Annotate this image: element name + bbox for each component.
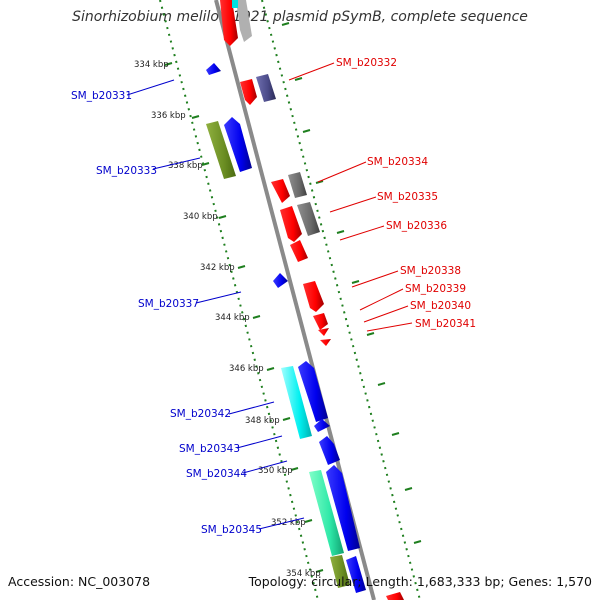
gene-feature[interactable]: [330, 555, 350, 588]
gene-label[interactable]: SM_b20335: [377, 191, 438, 203]
gene-SM_b20343[interactable]: [314, 419, 330, 432]
gene-SM_b20342-a[interactable]: [281, 366, 312, 439]
gene-SM_b20337[interactable]: [273, 273, 288, 288]
gene-SM_b20341[interactable]: [320, 339, 331, 346]
gene-SM_b20334-b[interactable]: [288, 172, 307, 198]
kbp-label: 338 kbp: [168, 161, 203, 171]
gene-label[interactable]: SM_b20338: [400, 265, 461, 277]
gene-label[interactable]: SM_b20341: [415, 318, 476, 330]
kbp-label: 340 kbp: [183, 212, 218, 222]
gene-label[interactable]: SM_b20344: [186, 468, 247, 480]
kbp-label: 354 kbp: [286, 569, 321, 579]
kbp-label: 346 kbp: [229, 364, 264, 374]
gene-label[interactable]: SM_b20345: [201, 524, 262, 536]
kbp-label: 344 kbp: [215, 313, 250, 323]
gene-SM_b20342-b[interactable]: [298, 361, 328, 422]
gene-SM_b20340[interactable]: [318, 328, 329, 336]
kbp-label: 352 kbp: [271, 518, 306, 528]
accession-text: Accession: NC_003078: [8, 574, 151, 589]
gene-SM_b20335[interactable]: [297, 202, 320, 236]
summary-text: Topology: circular; Length: 1,683,333 bp…: [248, 574, 592, 589]
gene-label[interactable]: SM_b20336: [386, 220, 447, 232]
gene-label[interactable]: SM_b20343: [179, 443, 240, 455]
gene-SM_b20339[interactable]: [313, 313, 328, 330]
forward-gene-labels: SM_b20332 SM_b20334 SM_b20335 SM_b20336 …: [336, 57, 476, 330]
kbp-label: 348 kbp: [245, 416, 280, 426]
gene-SM_b20332-a[interactable]: [240, 79, 257, 105]
gene-feature[interactable]: [232, 0, 238, 8]
gene-SM_b20333-a[interactable]: [206, 121, 236, 179]
gene-label[interactable]: SM_b20334: [367, 156, 428, 168]
gene-label[interactable]: SM_b20339: [405, 283, 466, 295]
gene-SM_b20338[interactable]: [303, 281, 324, 312]
gene-SM_b20336[interactable]: [280, 206, 302, 242]
gene-SM_b20333-b[interactable]: [224, 117, 252, 172]
reverse-gene-labels: SM_b20331 SM_b20333 SM_b20337 SM_b20342 …: [71, 90, 262, 536]
inner-ticks: [164, 62, 324, 573]
kbp-label: 342 kbp: [200, 263, 235, 273]
gene-label[interactable]: SM_b20337: [138, 298, 199, 310]
gene-label[interactable]: SM_b20342: [170, 408, 231, 420]
gene-SM_b20345-b[interactable]: [326, 465, 360, 551]
gene-SM_b20334-a[interactable]: [271, 179, 290, 203]
gene-label[interactable]: SM_b20331: [71, 90, 132, 102]
kbp-labels: 334 kbp 336 kbp 338 kbp 340 kbp 342 kbp …: [134, 60, 321, 579]
kbp-label: 350 kbp: [258, 466, 293, 476]
kbp-label: 334 kbp: [134, 60, 169, 70]
gene-feature[interactable]: [346, 556, 366, 593]
gene-feature[interactable]: [290, 240, 308, 262]
forward-label-leaders: [288, 62, 413, 332]
gene-SM_b20331[interactable]: [206, 63, 221, 75]
gene-SM_b20344[interactable]: [319, 436, 340, 465]
outer-ticks: [281, 22, 422, 544]
reverse-label-leaders: [126, 79, 305, 530]
gene-feature[interactable]: [236, 0, 252, 42]
gene-feature[interactable]: [220, 0, 238, 46]
gene-SM_b20332-b[interactable]: [256, 74, 276, 102]
map-title: Sinorhizobium meliloti 1021 plasmid pSym…: [72, 9, 528, 25]
gene-label[interactable]: SM_b20333: [96, 165, 157, 177]
gene-label[interactable]: SM_b20340: [410, 300, 471, 312]
gene-label[interactable]: SM_b20332: [336, 57, 397, 69]
gene-feature[interactable]: [386, 592, 404, 600]
gene-SM_b20345-a[interactable]: [309, 470, 344, 556]
kbp-label: 336 kbp: [151, 111, 186, 121]
